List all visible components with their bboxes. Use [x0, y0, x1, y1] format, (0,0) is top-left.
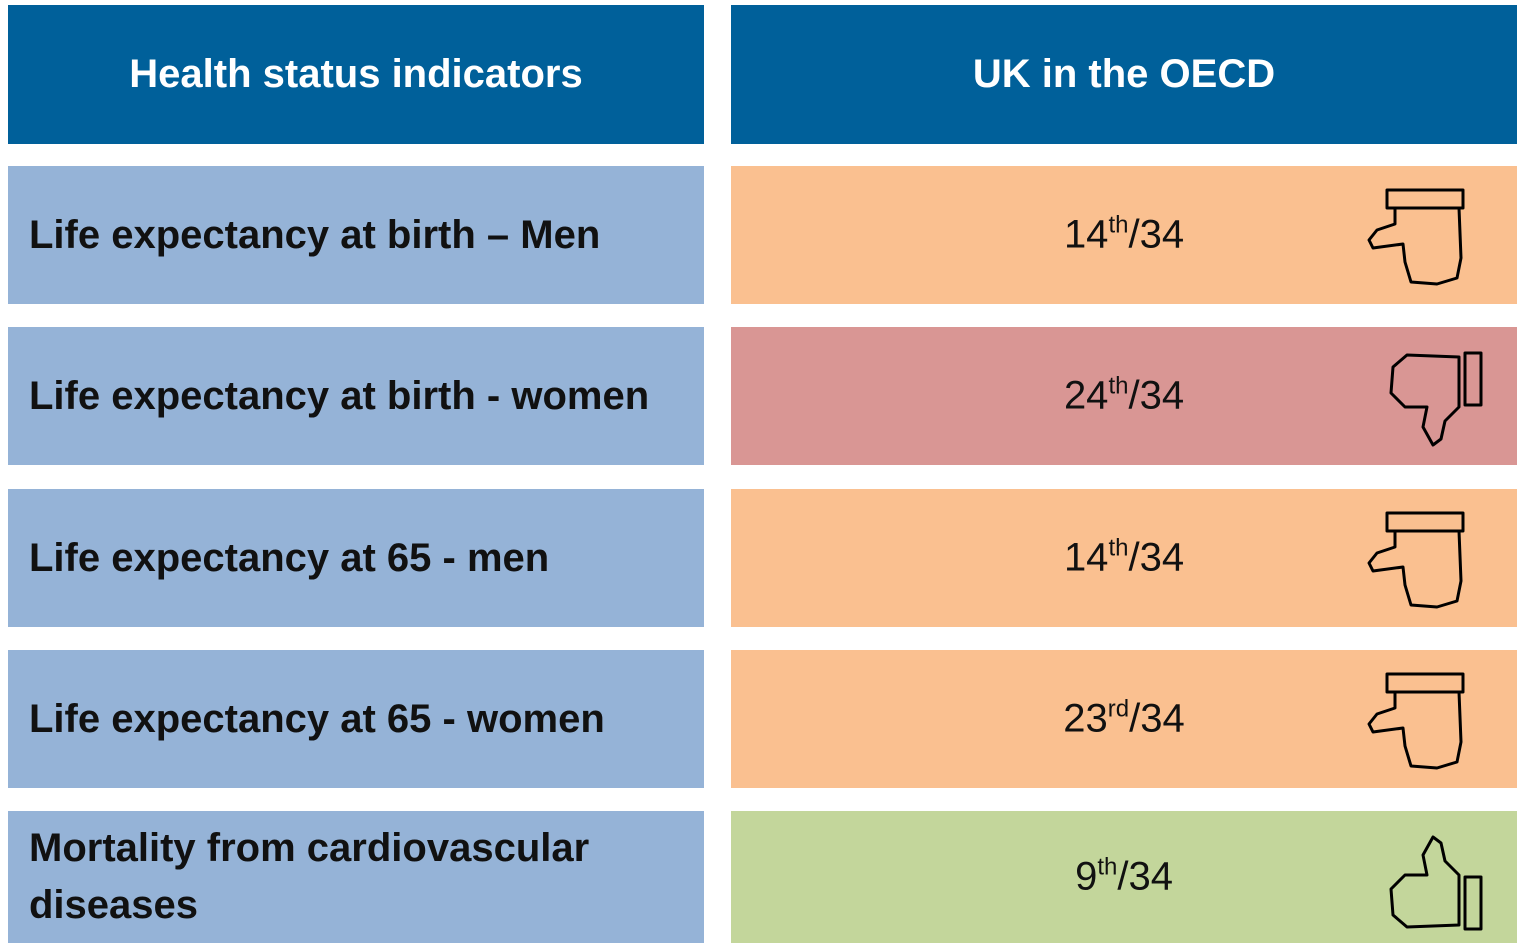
rank-suffix: th — [1108, 372, 1129, 400]
rank-suffix: th — [1108, 534, 1129, 562]
rank-cell: 24th/34 — [731, 327, 1517, 465]
rank-text: 23rd/34 — [731, 697, 1517, 742]
indicator-cell: Life expectancy at birth – Men — [8, 166, 704, 304]
indicator-text: Life expectancy at birth - women — [29, 373, 650, 418]
rank-cell: 14th/34 — [731, 166, 1517, 304]
rank-suffix: th — [1097, 853, 1118, 881]
rank-number: 14 — [1063, 212, 1109, 257]
thumb-icon — [1367, 188, 1465, 286]
thumb-icon — [1367, 511, 1465, 609]
rank-text: 24th/34 — [731, 374, 1517, 419]
thumb-icon — [1389, 351, 1483, 447]
icon-shape — [1367, 207, 1463, 286]
icon-shape — [1389, 835, 1461, 929]
rank-total: /34 — [1117, 854, 1173, 899]
indicator-cell: Mortality from cardiovascular diseases — [8, 811, 704, 943]
icon-shape — [1389, 353, 1461, 447]
rank-total: /34 — [1128, 212, 1185, 257]
rank-number: 24 — [1063, 373, 1109, 418]
rank-suffix: th — [1108, 211, 1129, 239]
rank-text: 14th/34 — [731, 213, 1517, 258]
rank-cell: 23rd/34 — [731, 650, 1517, 788]
indicator-cell: Life expectancy at 65 - men — [8, 489, 704, 627]
rank-cell: 14th/34 — [731, 489, 1517, 627]
indicator-text: Life expectancy at 65 - women — [29, 696, 605, 741]
thumb-icon — [1367, 672, 1465, 770]
rank-number: 23 — [1063, 696, 1108, 741]
indicator-cell: Life expectancy at birth - women — [8, 327, 704, 465]
rank-number: 9 — [1075, 854, 1098, 899]
rank-suffix: rd — [1107, 695, 1130, 723]
rank-text: 9th/34 — [731, 855, 1517, 900]
indicator-text: Life expectancy at birth – Men — [29, 212, 601, 257]
rank-cell: 9th/34 — [731, 811, 1517, 943]
indicator-text: Mortality from cardiovascular diseases — [29, 826, 590, 927]
icon-shape — [1367, 691, 1463, 770]
rank-total: /34 — [1129, 696, 1185, 741]
indicator-text: Life expectancy at 65 - men — [29, 535, 550, 580]
thumb-icon — [1389, 835, 1483, 931]
icon-shape — [1463, 351, 1483, 407]
rank-total: /34 — [1128, 535, 1185, 580]
rank-number: 14 — [1063, 535, 1109, 580]
icon-shape — [1385, 672, 1465, 694]
rank-total: /34 — [1128, 373, 1185, 418]
indicator-cell: Life expectancy at 65 - women — [8, 650, 704, 788]
icon-shape — [1385, 188, 1465, 210]
header-cell: UK in the OECD — [731, 5, 1517, 144]
header-cell: Health status indicators — [8, 5, 704, 144]
icon-shape — [1367, 530, 1463, 609]
icon-shape — [1385, 511, 1465, 533]
rank-text: 14th/34 — [731, 536, 1517, 581]
icon-shape — [1463, 875, 1483, 931]
